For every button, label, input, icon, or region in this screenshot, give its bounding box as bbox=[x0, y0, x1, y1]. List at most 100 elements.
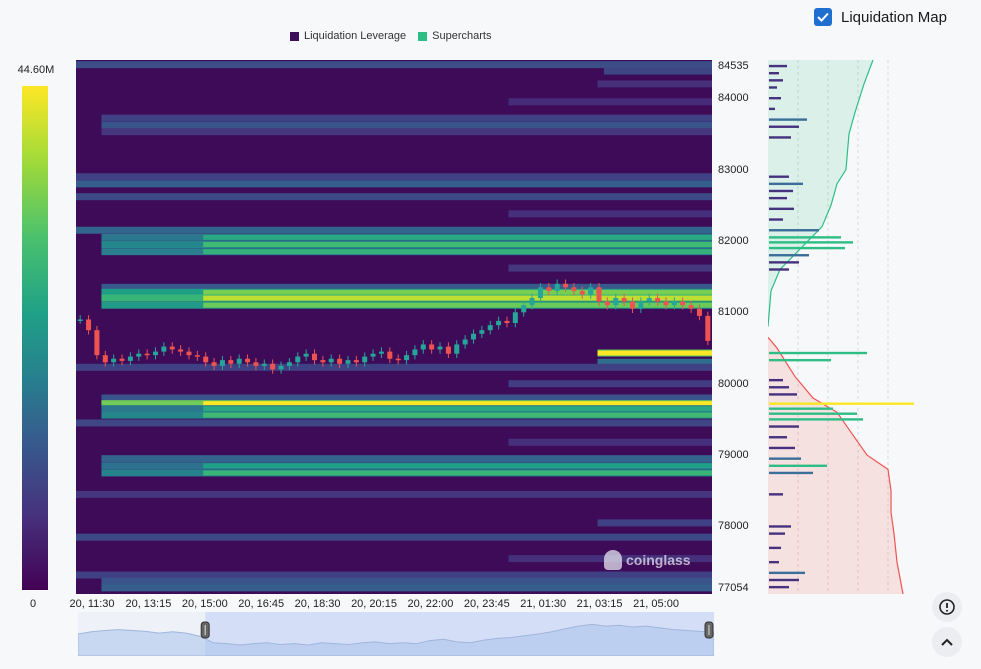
y-tick-label: 84000 bbox=[718, 92, 749, 105]
candle-body bbox=[245, 358, 251, 363]
candle-body bbox=[169, 346, 175, 350]
time-axis: 20, 11:30 20, 13:15 20, 15:00 20, 16:45 20, … bbox=[69, 598, 712, 612]
profile-bar bbox=[769, 386, 789, 389]
candle-body bbox=[345, 360, 351, 364]
chevron-up-icon bbox=[941, 638, 953, 646]
heatmap-band-hot bbox=[203, 242, 712, 248]
profile-bar bbox=[769, 457, 801, 460]
candle-body bbox=[529, 298, 535, 306]
candle-body bbox=[445, 346, 451, 354]
y-tick-label: 81000 bbox=[718, 306, 749, 319]
candle-body bbox=[437, 346, 443, 350]
y-tick-label: 83000 bbox=[718, 163, 749, 176]
candle-body bbox=[211, 362, 217, 366]
candle-body bbox=[278, 365, 284, 370]
candle-body bbox=[404, 355, 410, 361]
candle-body bbox=[178, 349, 184, 352]
profile-bar bbox=[769, 585, 789, 589]
heatmap-band-hot bbox=[203, 463, 712, 469]
heatmap-band bbox=[76, 533, 712, 541]
candle-body bbox=[705, 315, 711, 341]
candle-body bbox=[504, 320, 510, 324]
x-tick-label: 20, 15:00 bbox=[181, 598, 228, 610]
profile-bar bbox=[769, 358, 831, 362]
navigator-series bbox=[78, 623, 714, 656]
alert-button[interactable] bbox=[932, 592, 962, 622]
candle-body bbox=[303, 353, 309, 357]
heatmap-band-hot bbox=[203, 295, 712, 301]
candle-body bbox=[613, 298, 619, 306]
candle-body bbox=[77, 319, 83, 321]
candle-body bbox=[696, 308, 702, 316]
range-navigator[interactable] bbox=[78, 612, 714, 656]
candle-body bbox=[320, 360, 326, 363]
heatmap-band-max bbox=[597, 351, 712, 356]
liquidation-profile bbox=[768, 60, 914, 594]
profile-bar bbox=[769, 407, 833, 410]
profile-bar bbox=[769, 118, 807, 121]
candle-body bbox=[387, 351, 393, 359]
candle-body bbox=[537, 287, 543, 299]
x-tick-label: 20, 13:15 bbox=[125, 598, 172, 610]
profile-bar bbox=[769, 175, 789, 178]
price-axis: 84535 84000 83000 82000 81000 80000 79000 78000… bbox=[716, 60, 766, 594]
profile-bar bbox=[769, 471, 813, 475]
profile-bar bbox=[769, 182, 803, 186]
heatmap-band bbox=[76, 173, 712, 181]
y-tick-label: 80000 bbox=[718, 377, 749, 390]
heatmap-band bbox=[76, 180, 712, 188]
heatmap-band bbox=[101, 114, 712, 122]
legend-item-leverage[interactable]: Liquidation Leverage bbox=[290, 30, 406, 42]
collapse-button[interactable] bbox=[932, 627, 962, 657]
candle-body bbox=[353, 360, 359, 363]
x-tick-label: 20, 18:30 bbox=[294, 598, 341, 610]
candle-body bbox=[604, 301, 610, 306]
candle-body bbox=[219, 360, 225, 366]
profile-bar bbox=[769, 546, 781, 550]
coinglass-logo-icon bbox=[604, 550, 622, 570]
profile-bar bbox=[769, 261, 799, 264]
profile-bar bbox=[769, 571, 805, 575]
colorbar bbox=[22, 86, 48, 590]
profile-bar bbox=[769, 254, 809, 257]
x-tick-label: 20, 16:45 bbox=[238, 598, 285, 610]
candle-body bbox=[554, 283, 560, 291]
chart-legend: Liquidation Leverage Supercharts bbox=[290, 30, 491, 42]
heatmap-band bbox=[101, 584, 712, 592]
profile-bar bbox=[769, 218, 783, 221]
colorbar-min-label: 0 bbox=[30, 598, 37, 610]
liquidation-heatmap[interactable] bbox=[76, 60, 712, 594]
candle-body bbox=[311, 353, 318, 361]
heatmap-band bbox=[76, 193, 712, 201]
profile-bar bbox=[769, 446, 795, 450]
profile-bar bbox=[769, 436, 787, 439]
candle-body bbox=[646, 298, 652, 302]
candle-body bbox=[328, 358, 334, 363]
heatmap-band-hot bbox=[203, 289, 712, 295]
heatmap-band bbox=[76, 490, 712, 498]
profile-bar bbox=[769, 268, 789, 271]
legend-item-supercharts[interactable]: Supercharts bbox=[418, 30, 491, 42]
candle-body bbox=[412, 349, 418, 356]
profile-bar bbox=[769, 229, 819, 232]
candle-body bbox=[94, 330, 100, 356]
heatmap-band bbox=[101, 283, 712, 291]
candle-body bbox=[395, 358, 401, 361]
candle-body bbox=[479, 330, 485, 334]
profile-bar bbox=[769, 189, 793, 193]
candle-body bbox=[512, 312, 518, 324]
legend-swatch-supercharts bbox=[418, 31, 428, 41]
x-tick-label: 21, 01:30 bbox=[520, 598, 567, 610]
checkbox-checked-icon[interactable] bbox=[814, 8, 832, 26]
candle-body bbox=[596, 287, 602, 302]
y-tick-label: 77054 bbox=[718, 582, 749, 594]
x-tick-label: 20, 23:45 bbox=[463, 598, 510, 610]
x-tick-label: 21, 03:15 bbox=[576, 598, 623, 610]
profile-bar bbox=[769, 125, 799, 128]
heatmap-band bbox=[603, 67, 712, 75]
profile-bar bbox=[769, 236, 841, 239]
heatmap-band-hot bbox=[203, 234, 712, 240]
profile-bar bbox=[769, 525, 791, 528]
liquidation-map-toggle[interactable]: Liquidation Map bbox=[814, 6, 947, 28]
short-cumulative-line bbox=[768, 60, 874, 327]
